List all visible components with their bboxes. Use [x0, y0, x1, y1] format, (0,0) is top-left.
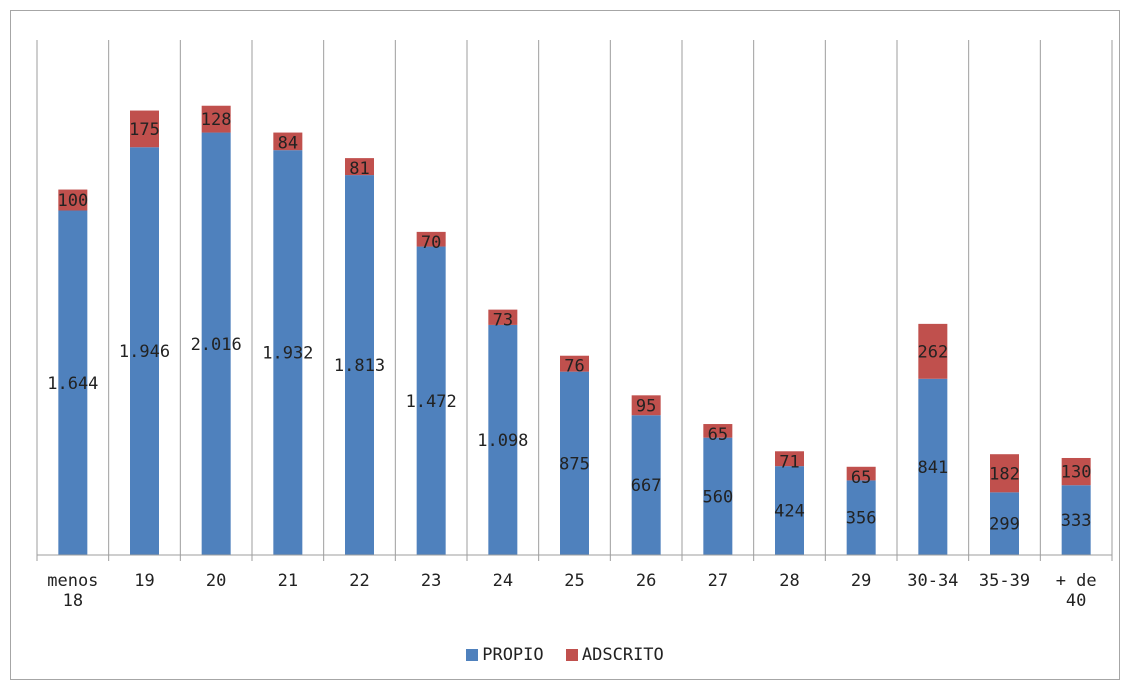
legend-swatch-adscrito	[565, 649, 578, 661]
x-tick-label: 21	[278, 571, 298, 591]
bar-adscrito	[58, 189, 88, 211]
bars	[58, 105, 1091, 556]
x-tick-label: 22	[349, 571, 369, 591]
bar-adscrito	[488, 309, 518, 325]
legend: PROPIO ADSCRITO	[0, 645, 1130, 665]
data-label-propio: 2.016	[191, 335, 242, 355]
x-tick-label: 40	[1066, 591, 1086, 611]
data-label-adscrito: 100	[57, 191, 88, 211]
x-tick-label: menos	[47, 571, 98, 591]
bar-propio	[345, 175, 374, 555]
data-label-adscrito: 81	[349, 159, 369, 179]
x-tick-label: 18	[63, 591, 83, 611]
bar-propio	[488, 324, 518, 555]
x-tick-label: 19	[134, 571, 154, 591]
bar-adscrito	[775, 451, 804, 467]
data-label-adscrito: 262	[917, 342, 948, 362]
bar-propio	[631, 415, 661, 555]
data-label-propio: 841	[917, 458, 948, 478]
data-label-propio: 1.932	[262, 344, 313, 364]
legend-label-adscrito: ADSCRITO	[581, 645, 664, 665]
bar-propio	[846, 480, 876, 555]
bar-propio	[918, 378, 948, 555]
bar-propio	[58, 210, 88, 556]
stacked-bar-chart: 1.644 100 1.946 175 2.016 128 1.932 84 1.813 81 1.…	[36, 40, 1113, 611]
data-label-propio: 560	[702, 487, 733, 507]
x-tick-label: 35-39	[979, 571, 1030, 591]
bar-adscrito	[130, 110, 159, 148]
data-label-propio: 875	[559, 454, 590, 474]
data-label-propio: 1.644	[47, 374, 98, 394]
x-tick-label: 27	[708, 571, 728, 591]
data-label-propio: 667	[631, 476, 662, 496]
data-label-adscrito: 70	[421, 233, 441, 253]
bar-adscrito	[631, 395, 661, 416]
x-tick-label: 24	[493, 571, 513, 591]
bar-propio	[273, 150, 303, 555]
data-label-propio: 1.813	[334, 356, 385, 376]
x-tick-label: 20	[206, 571, 226, 591]
data-label-adscrito: 84	[278, 134, 298, 154]
x-tick-label: 23	[421, 571, 441, 591]
data-label-adscrito: 76	[564, 357, 584, 377]
bar-adscrito	[846, 466, 876, 481]
data-label-propio: 1.472	[406, 392, 457, 412]
bar-propio	[416, 246, 446, 556]
bar-adscrito	[201, 105, 231, 133]
data-label-adscrito: 182	[989, 464, 1020, 484]
data-label-adscrito: 73	[493, 311, 513, 331]
bar-adscrito	[918, 323, 948, 379]
data-label-adscrito: 71	[779, 452, 799, 472]
data-label-propio: 333	[1061, 511, 1092, 531]
legend-item-adscrito: ADSCRITO	[565, 645, 664, 665]
data-label-adscrito: 175	[129, 120, 160, 140]
x-tick-label: 25	[564, 571, 584, 591]
data-label-propio: 1.946	[119, 342, 170, 362]
x-tick-label: 28	[779, 571, 799, 591]
data-label-propio: 299	[989, 515, 1020, 535]
data-label-adscrito: 130	[1061, 463, 1092, 483]
data-label-propio: 356	[846, 509, 877, 529]
data-label-adscrito: 128	[201, 110, 232, 130]
data-label-propio: 424	[774, 502, 805, 522]
x-tick-label: 26	[636, 571, 656, 591]
bar-propio	[201, 132, 231, 555]
data-label-propio: 1.098	[477, 431, 528, 451]
bar-adscrito	[560, 355, 589, 372]
x-tick-label: 30-34	[907, 571, 958, 591]
bar-adscrito	[990, 454, 1019, 493]
legend-swatch-propio	[466, 649, 479, 661]
x-tick-label: 29	[851, 571, 871, 591]
bar-adscrito	[1061, 457, 1091, 486]
x-tick-label: + de	[1056, 571, 1097, 591]
data-label-adscrito: 65	[851, 468, 871, 488]
gridlines	[36, 40, 1113, 561]
bar-propio	[560, 371, 589, 555]
bar-propio	[775, 466, 804, 555]
bar-adscrito	[273, 132, 303, 151]
bar-propio	[1061, 485, 1091, 555]
data-label-adscrito: 65	[708, 425, 728, 445]
legend-item-propio: PROPIO	[466, 645, 544, 665]
bar-adscrito	[345, 158, 374, 176]
data-label-adscrito: 95	[636, 396, 656, 416]
bar-adscrito	[416, 231, 446, 247]
bar-propio	[703, 437, 733, 555]
data-labels: 1.644 100 1.946 175 2.016 128 1.932 84 1.813 81 1.…	[47, 110, 1091, 535]
bar-adscrito	[703, 424, 733, 438]
bar-propio	[130, 147, 159, 555]
legend-label-propio: PROPIO	[482, 645, 544, 665]
bar-propio	[990, 492, 1019, 555]
